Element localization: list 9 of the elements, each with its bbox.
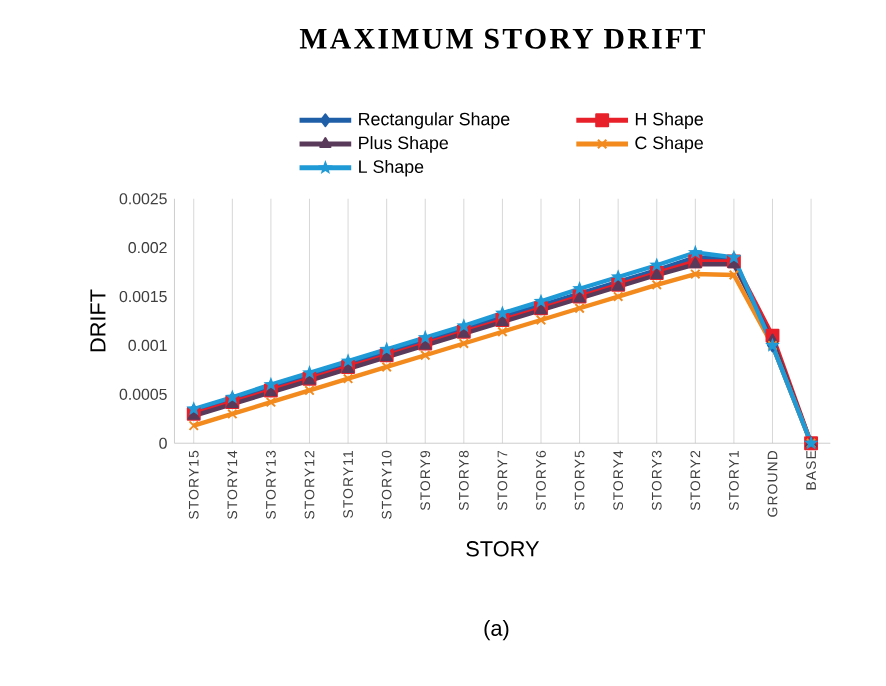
y-axis-title: DRIFT xyxy=(90,289,106,352)
legend-label: H Shape xyxy=(635,112,703,130)
x-axis-title: STORY xyxy=(466,541,540,557)
legend-label: Plus Shape xyxy=(359,136,449,153)
legend-label: Rectangular Shape xyxy=(359,112,510,130)
legend-label: L Shape xyxy=(359,160,424,177)
text: (a) xyxy=(484,620,509,641)
legend-label: C Shape xyxy=(635,136,703,153)
chart-title: MAXIMUM STORY DRIFT xyxy=(299,28,705,49)
